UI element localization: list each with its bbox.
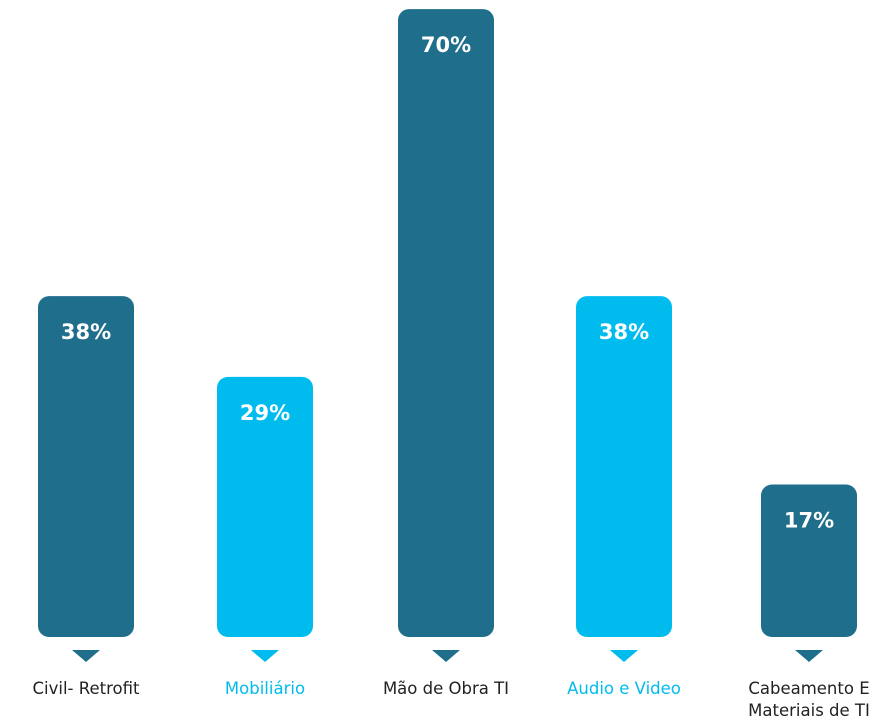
bar-3 [576,296,672,637]
value-label-3: 38% [599,320,649,344]
value-label-2: 70% [421,33,471,57]
value-label-4: 17% [784,509,834,533]
bar-0 [38,296,134,637]
value-label-1: 29% [240,401,290,425]
category-label-1: Mobiliário [225,679,305,698]
bar-2 [398,9,494,638]
category-label-4: Cabeamento E Materiais de TI [748,679,870,720]
marker-arrow-0 [72,650,100,662]
marker-arrow-2 [432,650,460,662]
marker-arrow-4 [795,650,823,662]
category-label-2: Mão de Obra TI [383,679,509,698]
bar-4 [761,484,857,637]
category-label-0: Civil- Retrofit [33,679,140,698]
marker-arrow-1 [251,650,279,662]
category-label-3: Audio e Video [567,679,681,698]
bar-1 [217,376,313,637]
value-label-0: 38% [61,320,111,344]
marker-arrow-3 [610,650,638,662]
